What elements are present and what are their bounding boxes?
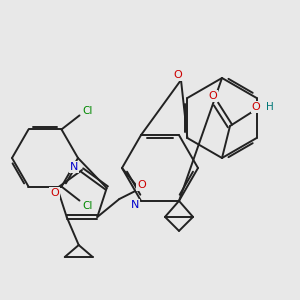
Text: H: H [266,102,274,112]
Text: O: O [208,91,217,101]
Text: O: O [50,188,58,198]
Text: O: O [252,102,260,112]
Text: O: O [174,70,182,80]
Text: N: N [70,162,78,172]
Text: N: N [131,200,139,210]
Text: O: O [137,180,146,190]
Text: Cl: Cl [82,106,93,116]
Text: Cl: Cl [82,201,93,211]
